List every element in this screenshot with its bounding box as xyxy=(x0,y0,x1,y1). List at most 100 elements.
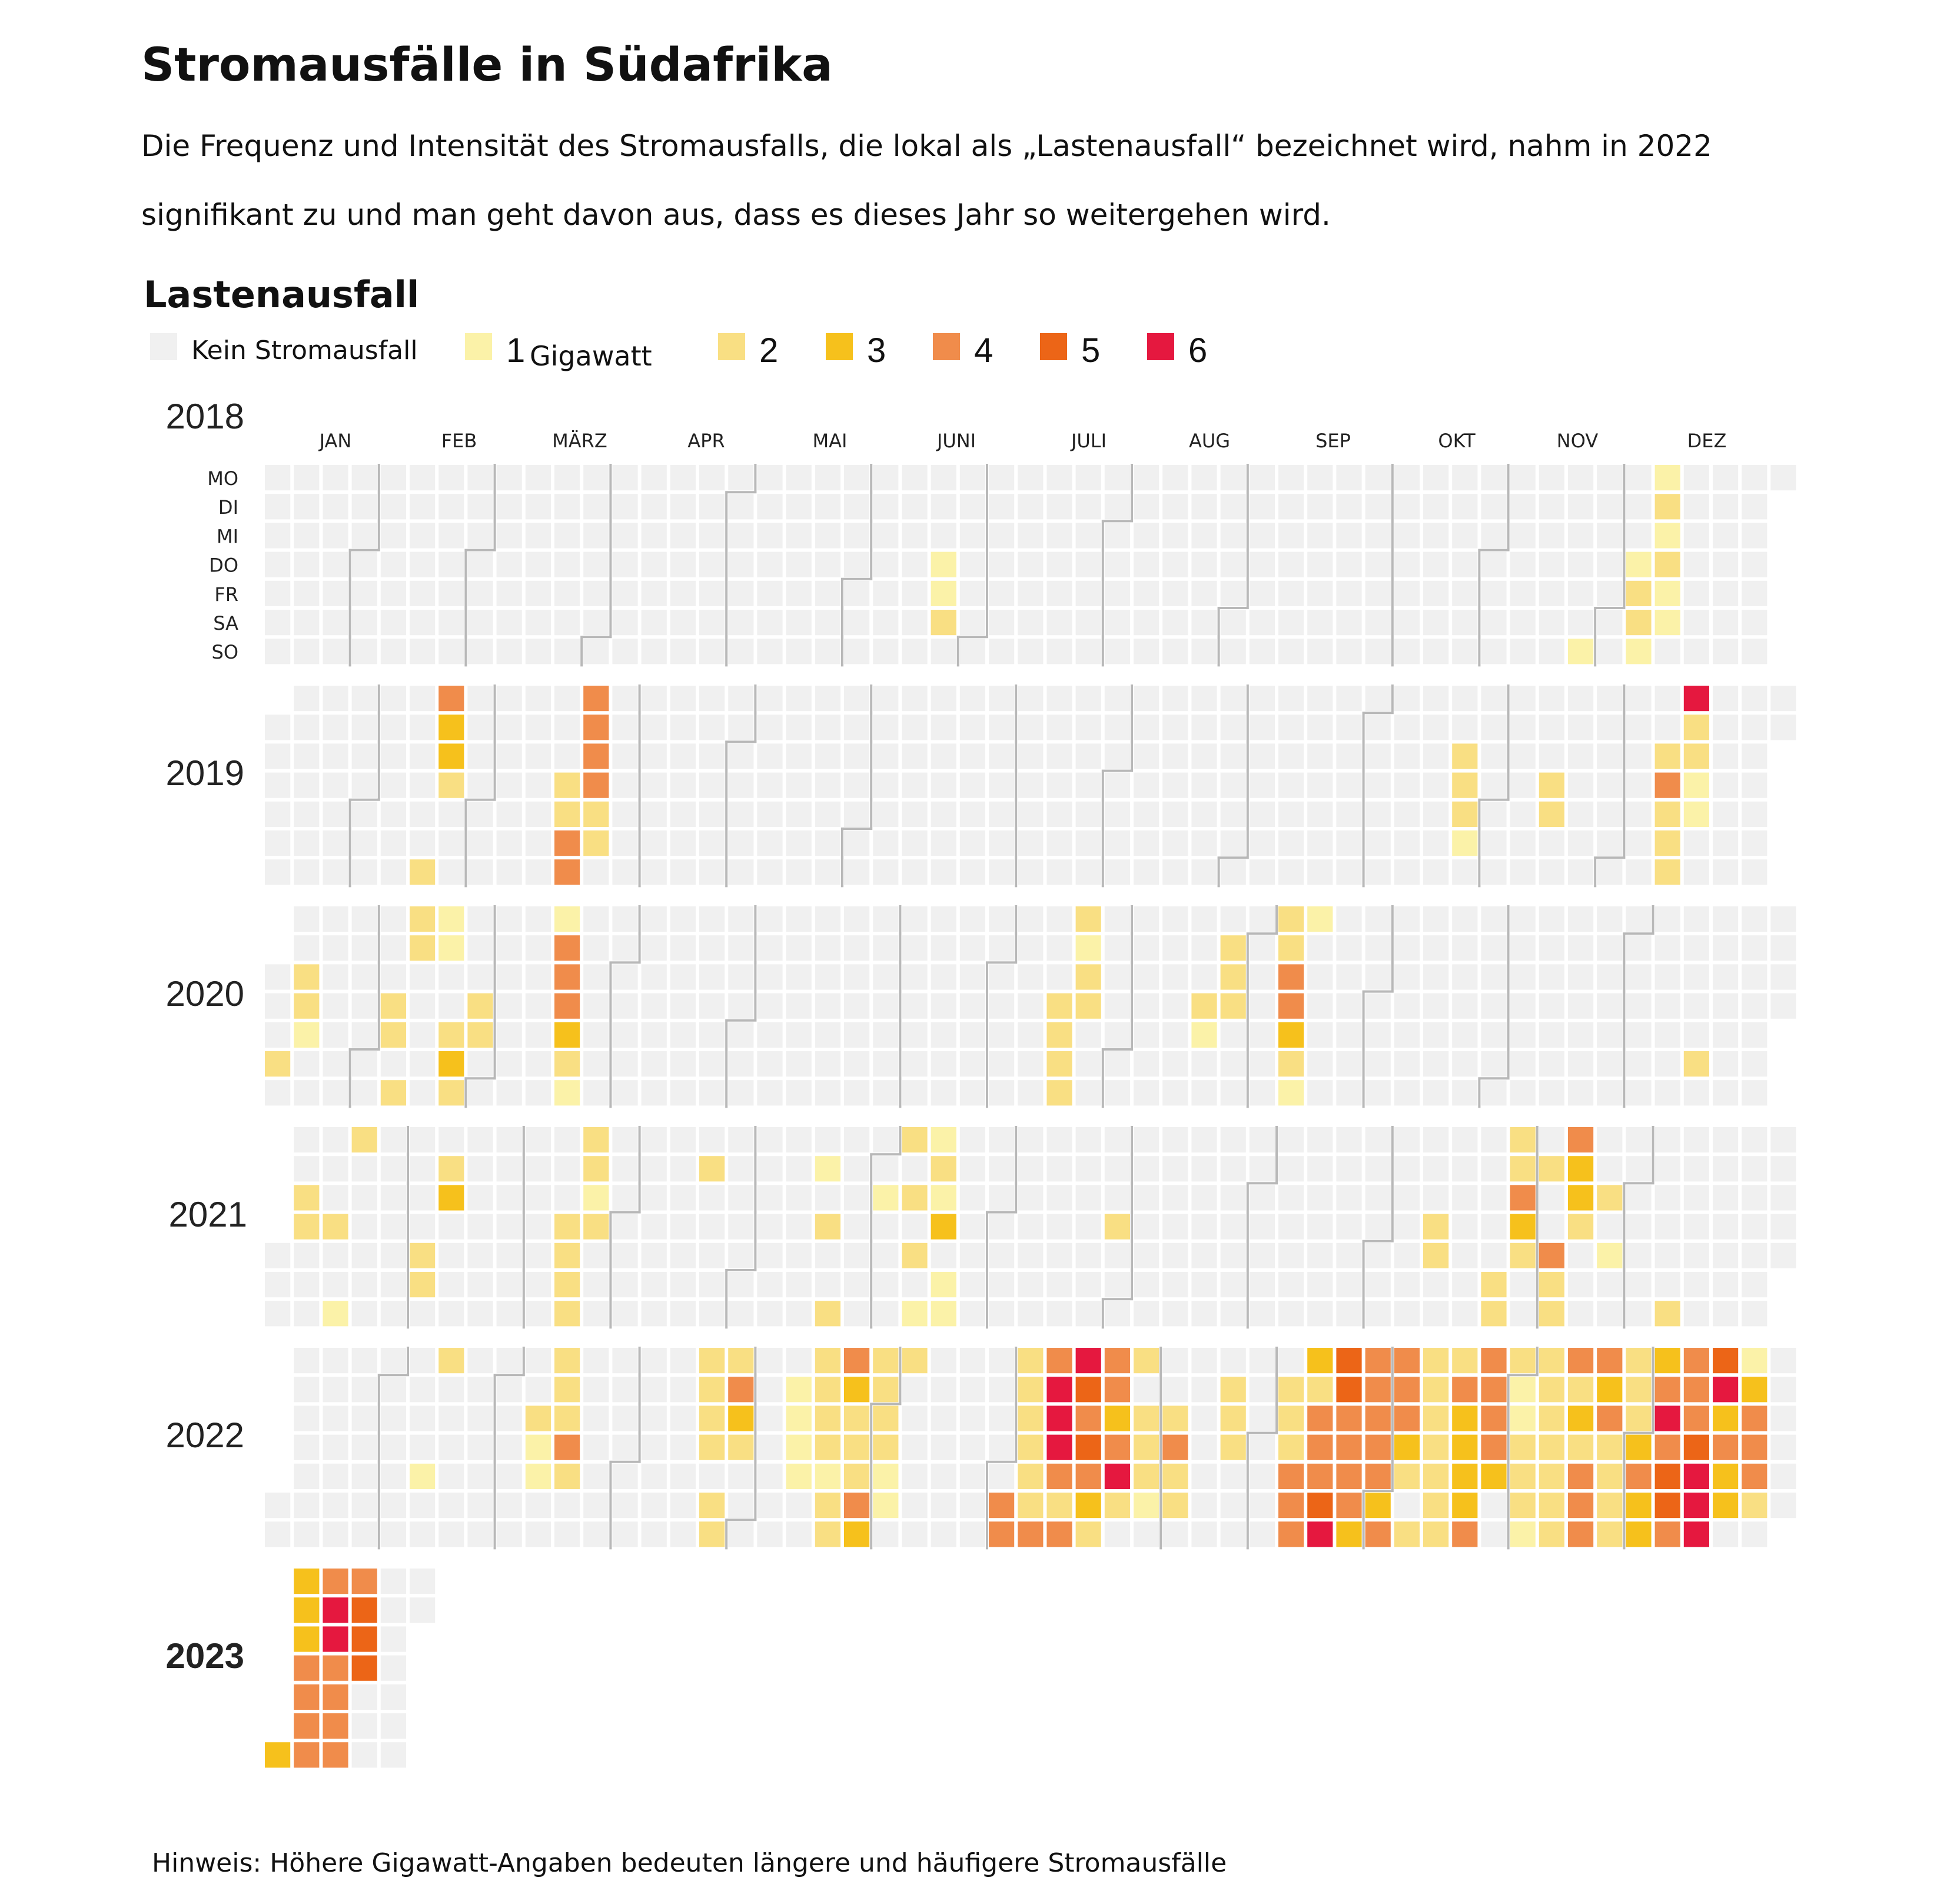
day-cell xyxy=(815,1022,840,1048)
day-cell xyxy=(1394,830,1420,856)
day-cell xyxy=(1191,523,1217,549)
day-cell xyxy=(612,993,638,1019)
day-cell xyxy=(351,1713,377,1739)
day-cell-outage xyxy=(1018,1405,1044,1431)
day-cell xyxy=(323,1405,348,1431)
day-cell xyxy=(815,494,840,520)
day-cell xyxy=(699,465,725,491)
day-cell xyxy=(1423,715,1449,740)
day-cell-outage xyxy=(1683,1051,1709,1077)
year-label: 2021 xyxy=(169,1195,247,1234)
day-cell xyxy=(554,1156,580,1182)
day-cell-outage xyxy=(1510,1127,1536,1153)
day-cell-outage xyxy=(438,772,464,798)
day-cell xyxy=(380,1626,406,1652)
day-cell xyxy=(1626,1272,1652,1298)
day-cell xyxy=(1220,580,1246,606)
weekday-label: MI xyxy=(217,525,238,547)
day-cell xyxy=(1018,1301,1044,1327)
day-cell xyxy=(1278,639,1304,664)
day-cell xyxy=(323,715,348,740)
day-cell xyxy=(1307,1272,1333,1298)
day-cell xyxy=(1104,830,1130,856)
day-cell-outage xyxy=(1423,1377,1449,1403)
day-cell xyxy=(1394,1493,1420,1518)
day-cell xyxy=(496,743,522,769)
day-cell xyxy=(1104,906,1130,932)
day-cell xyxy=(844,993,870,1019)
day-cell xyxy=(1134,686,1159,712)
month-boundary xyxy=(956,464,988,667)
day-cell xyxy=(467,1242,493,1268)
day-cell xyxy=(1626,801,1652,827)
day-cell xyxy=(959,494,985,520)
day-cell xyxy=(323,935,348,961)
month-label: SEP xyxy=(1315,430,1351,452)
day-cell-outage xyxy=(1452,1405,1478,1431)
day-cell xyxy=(1307,610,1333,636)
day-cell xyxy=(1626,1051,1652,1077)
day-cell xyxy=(1626,1156,1652,1182)
day-cell xyxy=(1365,993,1391,1019)
day-cell xyxy=(438,494,464,520)
day-cell-outage xyxy=(1597,1463,1623,1489)
day-cell xyxy=(410,1597,436,1623)
day-cell xyxy=(902,610,928,636)
day-cell xyxy=(438,859,464,885)
day-cell xyxy=(989,639,1015,664)
day-cell xyxy=(959,993,985,1019)
day-cell xyxy=(1162,772,1188,798)
day-cell xyxy=(525,1022,551,1048)
day-cell xyxy=(1307,935,1333,961)
day-cell xyxy=(959,1022,985,1048)
day-cell xyxy=(1683,580,1709,606)
day-cell xyxy=(641,1434,667,1460)
day-cell xyxy=(989,1127,1015,1153)
day-cell xyxy=(294,610,320,636)
day-cell-outage xyxy=(1568,1185,1594,1211)
day-cell xyxy=(728,906,754,932)
day-cell-outage xyxy=(554,1348,580,1374)
day-cell xyxy=(1510,610,1536,636)
day-cell xyxy=(786,1272,812,1298)
day-cell xyxy=(989,1214,1015,1240)
day-cell xyxy=(1742,1242,1767,1268)
day-cell xyxy=(641,993,667,1019)
day-cell xyxy=(641,935,667,961)
day-cell xyxy=(1046,1242,1072,1268)
day-cell xyxy=(1654,1185,1680,1211)
day-cell xyxy=(1394,551,1420,577)
day-cell-outage xyxy=(1481,1463,1507,1489)
day-cell xyxy=(1742,686,1767,712)
day-cell xyxy=(1046,830,1072,856)
day-cell xyxy=(757,523,783,549)
day-cell xyxy=(410,715,436,740)
day-cell xyxy=(1220,1185,1246,1211)
day-cell xyxy=(1220,465,1246,491)
day-cell xyxy=(815,993,840,1019)
day-cell xyxy=(1742,1214,1767,1240)
day-cell xyxy=(1423,1272,1449,1298)
day-cell xyxy=(410,1022,436,1048)
legend-swatch-6 xyxy=(1147,333,1174,360)
day-cell xyxy=(757,830,783,856)
day-cell xyxy=(1075,1127,1101,1153)
day-cell xyxy=(1336,964,1362,990)
day-cell xyxy=(380,715,406,740)
day-cell xyxy=(1394,1301,1420,1327)
day-cell xyxy=(294,523,320,549)
day-cell xyxy=(1365,494,1391,520)
day-cell-outage xyxy=(1597,1242,1623,1268)
day-cell xyxy=(1713,1127,1739,1153)
day-cell xyxy=(844,494,870,520)
day-cell xyxy=(1134,906,1159,932)
day-cell xyxy=(467,906,493,932)
day-cell xyxy=(1683,935,1709,961)
day-cell xyxy=(1481,523,1507,549)
day-cell xyxy=(989,1463,1015,1489)
day-cell xyxy=(959,1463,985,1489)
day-cell xyxy=(467,1521,493,1547)
day-cell xyxy=(380,639,406,664)
weekday-label: DO xyxy=(209,554,238,577)
day-cell xyxy=(1104,1301,1130,1327)
